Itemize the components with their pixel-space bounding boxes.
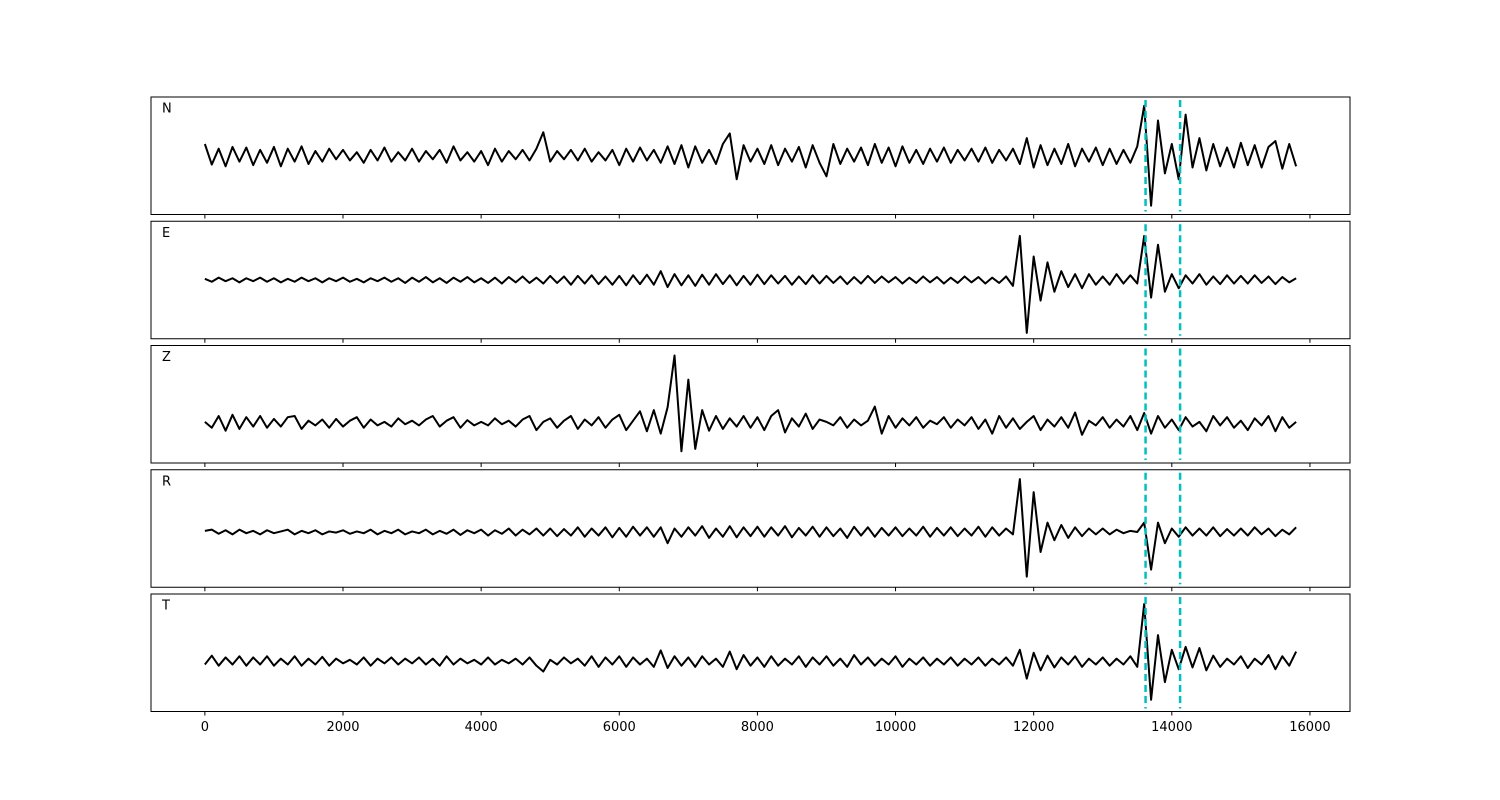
panel-label: Z: [162, 350, 171, 365]
x-tick-label: 2000: [326, 720, 359, 735]
x-tick-label: 16000: [1289, 720, 1330, 735]
x-tick-label: 0: [201, 720, 209, 735]
trace: [203, 104, 1298, 207]
panel-label: R: [162, 474, 171, 489]
panel-frame: [150, 469, 1351, 588]
trace: [204, 234, 1297, 334]
trace: [204, 602, 1298, 701]
panel-frame: [150, 345, 1351, 464]
panel-frame: [150, 593, 1351, 712]
x-tick-label: 6000: [603, 720, 636, 735]
trace: [204, 478, 1297, 578]
x-tick-label: 14000: [1151, 720, 1192, 735]
x-tick-label: 8000: [741, 720, 774, 735]
panel-frame: [150, 220, 1351, 340]
panel-frame: [150, 96, 1351, 215]
panel-label: E: [162, 226, 170, 241]
x-tick-label: 12000: [1013, 720, 1054, 735]
panel-label: N: [162, 102, 172, 117]
trace: [204, 354, 1297, 453]
x-tick-label: 10000: [875, 720, 916, 735]
panel-label: T: [161, 599, 170, 614]
x-tick-label: 4000: [465, 720, 498, 735]
